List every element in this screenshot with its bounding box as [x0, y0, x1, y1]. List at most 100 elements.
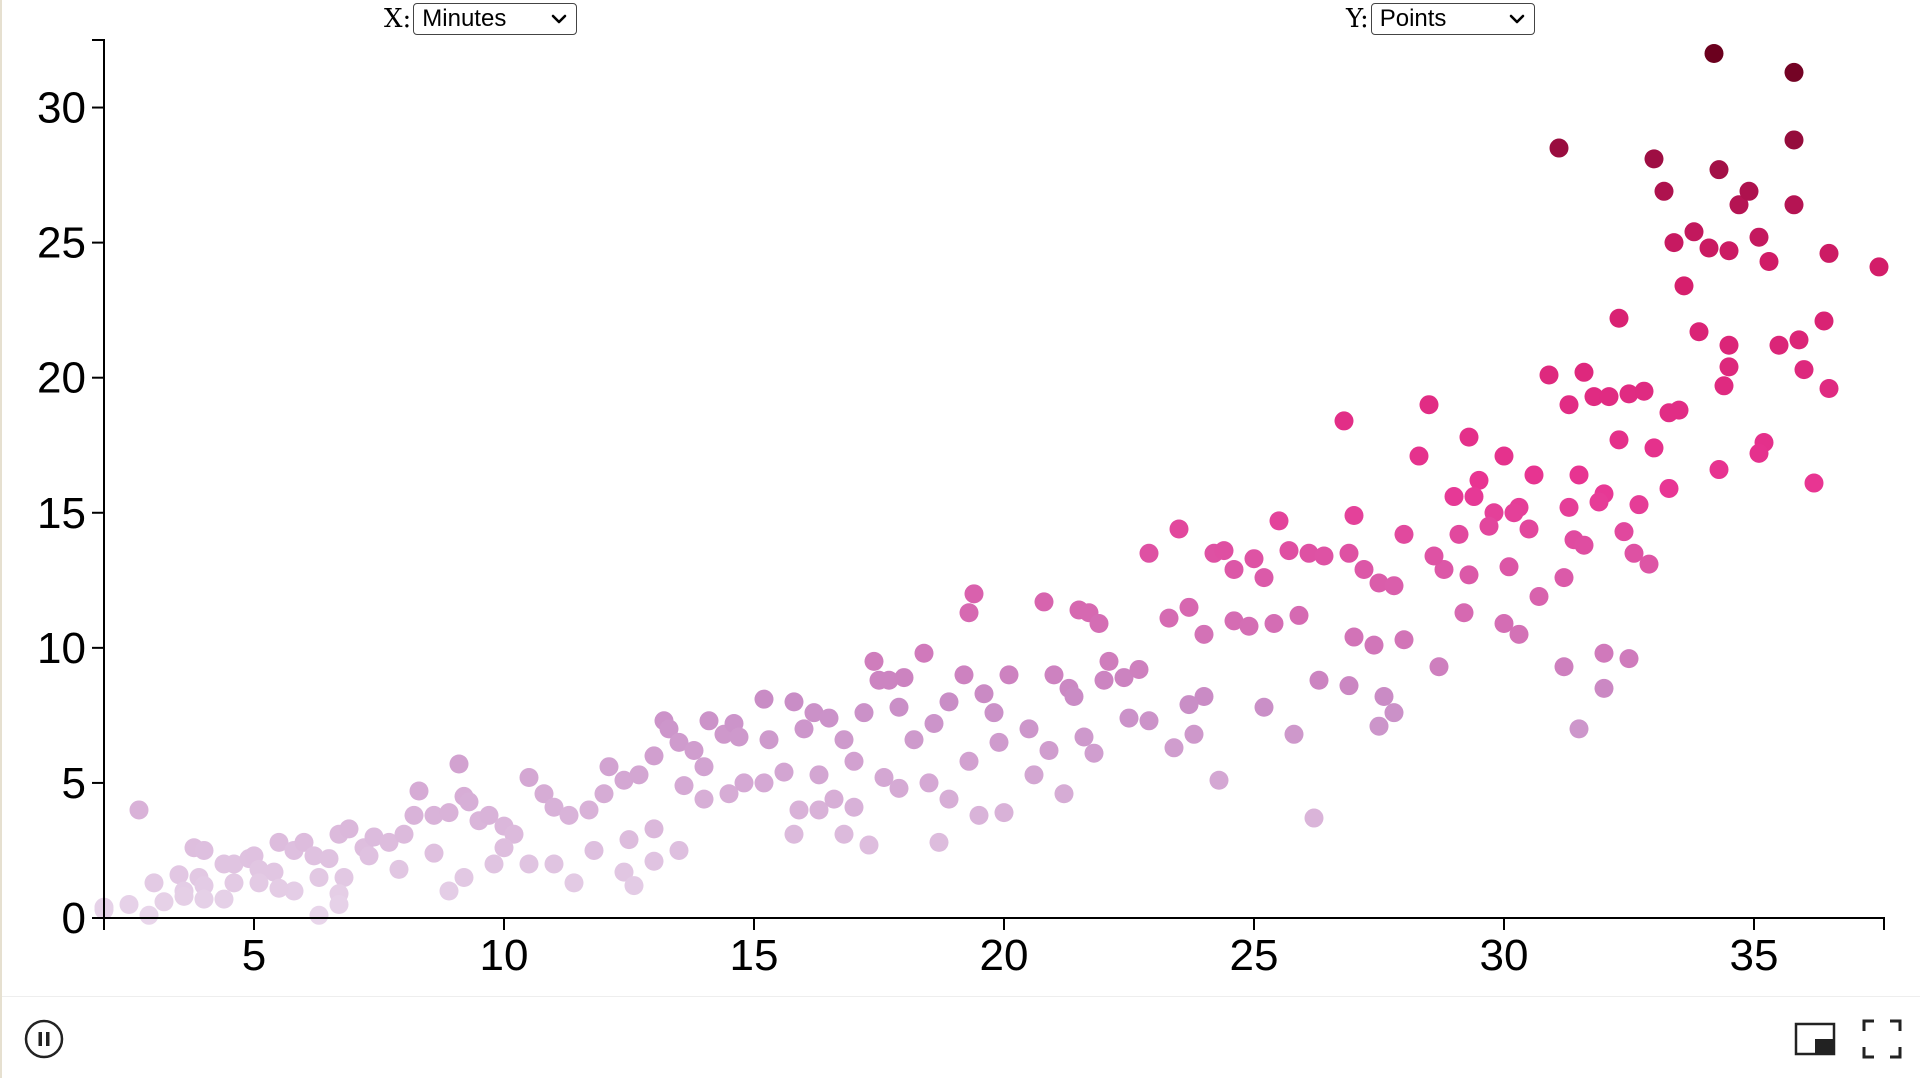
x-axis-select[interactable]: Minutes [413, 3, 578, 35]
x-tick-label: 20 [980, 931, 1029, 980]
scatter-point [1584, 387, 1604, 407]
scatter-point [1369, 716, 1389, 736]
scatter-point [1339, 543, 1359, 563]
scatter-point [519, 768, 539, 788]
scatter-point [959, 603, 979, 623]
scatter-point [1569, 719, 1589, 739]
scatter-point [1469, 470, 1489, 490]
scatter-point [1309, 670, 1329, 690]
picture-in-picture-button[interactable] [1794, 1021, 1836, 1057]
scatter-point [1074, 727, 1094, 747]
scatter-point [914, 643, 934, 663]
scatter-point [584, 840, 604, 860]
scatter-point [734, 773, 754, 793]
scatter-point [939, 789, 959, 809]
pause-icon [24, 1019, 64, 1059]
y-axis-line [92, 39, 105, 919]
scatter-point [1169, 519, 1189, 539]
scatter-point [1214, 541, 1234, 561]
scatter-point [1464, 487, 1484, 507]
scatter-point [889, 697, 909, 717]
scatter-point [1689, 322, 1709, 342]
scatter-point [889, 778, 909, 798]
scatter-point [449, 754, 469, 774]
scatter-point [1504, 503, 1524, 523]
y-axis-control-label: Y: [1346, 4, 1369, 34]
x-tick-label: 35 [1730, 931, 1779, 980]
scatter-point [129, 800, 149, 820]
x-tick-label: 10 [480, 931, 529, 980]
scatter-point [1554, 568, 1574, 588]
scatter-point [629, 765, 649, 785]
scatter-point [1659, 478, 1679, 498]
scatter-point [1429, 657, 1449, 677]
scatter-point [454, 867, 474, 887]
scatter-point [1739, 181, 1759, 201]
scatter-point [599, 757, 619, 777]
scatter-point [1024, 765, 1044, 785]
scatter-point [1374, 686, 1394, 706]
scatter-point [754, 689, 774, 709]
scatter-point [1709, 160, 1729, 180]
scatter-point [1459, 427, 1479, 447]
scatter-point [269, 878, 289, 898]
scatter-point [1644, 438, 1664, 458]
scatter-point [1184, 724, 1204, 744]
fullscreen-button[interactable] [1862, 1019, 1902, 1059]
y-axis-select[interactable]: Points [1370, 3, 1535, 35]
scatter-point [879, 670, 899, 690]
scatter-point [1509, 624, 1529, 644]
scatter-point [1669, 400, 1689, 420]
scatter-point [1559, 395, 1579, 415]
scatter-point [669, 732, 689, 752]
scatter-point [169, 865, 189, 885]
scatter-point [1494, 614, 1514, 634]
scatter-point [194, 840, 214, 860]
scatter-point [1419, 395, 1439, 415]
scatter-point [1714, 376, 1734, 396]
scatter-point [439, 803, 459, 823]
scatter-point [1394, 630, 1414, 650]
scatter-point [1729, 195, 1749, 215]
scatter-point [789, 800, 809, 820]
scatter-point [194, 876, 214, 896]
scatter-point [644, 851, 664, 871]
scatter-point [1539, 365, 1559, 385]
scatter-point [1589, 492, 1609, 512]
pause-button[interactable] [24, 1019, 64, 1059]
scatter-point [644, 819, 664, 839]
scatter-point [1529, 587, 1549, 607]
x-axis-select-value: Minutes [422, 5, 507, 32]
scatter-point [1719, 241, 1739, 261]
scatter-point [389, 859, 409, 879]
scatter-point [1559, 497, 1579, 517]
player-footer [2, 996, 1920, 1078]
scatter-point [1239, 616, 1259, 636]
fullscreen-icon [1862, 1019, 1902, 1059]
scatter-point [1519, 519, 1539, 539]
scatter-point [1619, 384, 1639, 404]
scatter-point [859, 835, 879, 855]
scatter-point [904, 730, 924, 750]
scatter-point [1019, 719, 1039, 739]
scatter-point [424, 843, 444, 863]
scatter-point [784, 692, 804, 712]
scatter-point [1749, 227, 1769, 247]
scatter-point [1344, 505, 1364, 525]
scatter-point [1869, 257, 1889, 277]
scatter-point [1609, 430, 1629, 450]
scatter-point [1719, 357, 1739, 377]
scatter-point [819, 708, 839, 728]
scatter-point [544, 854, 564, 874]
scatter-point [694, 757, 714, 777]
scatter-point [564, 873, 584, 893]
scatter-point [719, 784, 739, 804]
scatter-point [334, 867, 354, 887]
scatter-point [1684, 222, 1704, 242]
scatter-point [614, 862, 634, 882]
scatter-point [359, 846, 379, 866]
scatter-point [1209, 770, 1229, 790]
scatter-point [844, 797, 864, 817]
scatter-point [1594, 643, 1614, 663]
scatter-point [1194, 686, 1214, 706]
